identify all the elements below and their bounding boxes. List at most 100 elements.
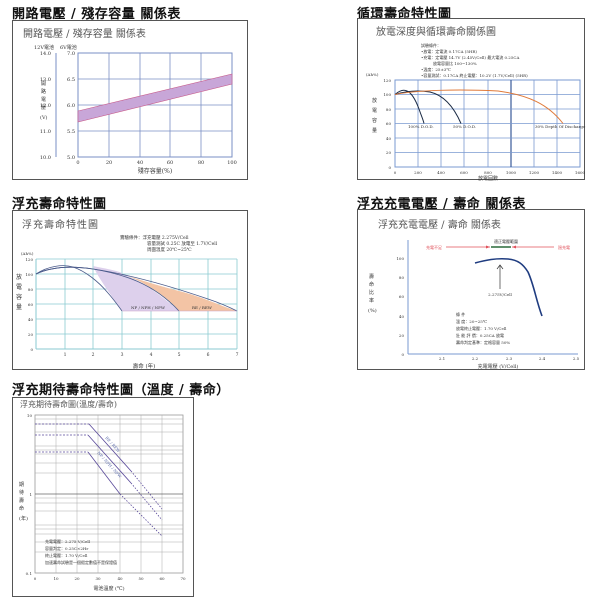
svg-text:50: 50 xyxy=(138,576,144,581)
svg-text:0: 0 xyxy=(394,170,397,175)
svg-text:10.0: 10.0 xyxy=(40,155,51,161)
svg-text:0: 0 xyxy=(34,576,37,581)
svg-text:2.2: 2.2 xyxy=(472,356,479,361)
svg-text:壓: 壓 xyxy=(41,105,46,111)
svg-text:開: 開 xyxy=(41,81,46,87)
svg-text:1400: 1400 xyxy=(552,170,563,175)
svg-text:電池溫度 (℃): 電池溫度 (℃) xyxy=(93,585,124,592)
svg-text:命: 命 xyxy=(369,281,374,288)
svg-text:放電終止電壓：1.70 V/Cell: 放電終止電壓：1.70 V/Cell xyxy=(456,325,507,331)
voltage-section-heading: 浮充充電電壓 / 壽命 關係表 xyxy=(357,197,526,212)
cycle-conditions: 試驗條件： •放電：定電流 0.17CA (5HR) •充電：定電壓 14.7V… xyxy=(421,42,528,78)
svg-text:70: 70 xyxy=(180,576,186,581)
voltage-conditions: 條 件 溫 度：20~25℃ 放電終止電壓：1.70 V/Cell 壯 能 評 … xyxy=(456,311,510,345)
svg-text:(Ah%): (Ah%) xyxy=(21,251,34,256)
svg-text:2.275V/Cell: 2.275V/Cell xyxy=(488,292,512,297)
svg-text:6.0: 6.0 xyxy=(67,103,75,109)
svg-text:40: 40 xyxy=(137,160,143,166)
temp-panel-title: 浮充期待壽命圖(溫度/壽命) xyxy=(20,400,117,409)
svg-text:50% D.O.D.: 50% D.O.D. xyxy=(453,124,476,129)
svg-text:1: 1 xyxy=(29,492,32,497)
svg-text:40: 40 xyxy=(386,136,392,141)
svg-text:80: 80 xyxy=(399,275,405,280)
svg-text:60: 60 xyxy=(386,121,392,126)
svg-text:100: 100 xyxy=(396,256,404,261)
svg-text:•溫度：25±3℃: •溫度：25±3℃ xyxy=(421,66,451,72)
svg-text:800: 800 xyxy=(484,170,492,175)
svg-text:7.0: 7.0 xyxy=(67,51,75,57)
svg-text:電: 電 xyxy=(372,108,377,114)
svg-text:3: 3 xyxy=(121,352,124,358)
svg-text:壽命 (年): 壽命 (年) xyxy=(133,362,156,370)
svg-text:放: 放 xyxy=(372,97,377,104)
svg-text:60: 60 xyxy=(159,576,165,581)
svg-text:2.4: 2.4 xyxy=(539,356,546,361)
svg-text:1600: 1600 xyxy=(575,170,586,175)
svg-text:4: 4 xyxy=(150,352,153,358)
ocv-y6-label: 6V電池 xyxy=(60,44,77,51)
float-chart-panel: 浮充壽命特性圖 實驗條件：浮充電壓 2.275V/Cell 容量測試 0.25C… xyxy=(12,210,248,370)
svg-text:13.0: 13.0 xyxy=(40,77,51,83)
svg-text:壽: 壽 xyxy=(369,273,374,280)
svg-text:充電電壓 (V/Cell): 充電電壓 (V/Cell) xyxy=(478,363,519,370)
svg-text:100% D.O.D.: 100% D.O.D. xyxy=(408,124,434,129)
svg-text:6.5: 6.5 xyxy=(67,77,75,83)
float-panel-title: 浮充壽命特性圖 xyxy=(22,220,99,231)
svg-text:20: 20 xyxy=(399,333,405,338)
svg-text:11.0: 11.0 xyxy=(40,129,51,135)
svg-text:0: 0 xyxy=(388,165,391,170)
svg-text:(%): (%) xyxy=(368,307,377,314)
svg-text:比: 比 xyxy=(369,289,374,296)
temp-section-heading: 浮充期待壽命特性圖（溫度 / 壽命） xyxy=(12,383,230,398)
svg-text:周圍溫度 20℃~25℃: 周圍溫度 20℃~25℃ xyxy=(147,246,192,253)
cycle-chart-panel: 放電深度與循環壽命關係圖 試驗條件： •放電：定電流 0.17CA (5HR) … xyxy=(357,18,586,181)
cycle-panel-title: 放電深度與循環壽命關係圖 xyxy=(376,27,496,38)
svg-text:終止電壓：1.70 V/Cell: 終止電壓：1.70 V/Cell xyxy=(45,552,88,558)
ocv-y12-label: 12V電池 xyxy=(34,44,54,51)
svg-text:20: 20 xyxy=(106,160,112,166)
svg-text:•容量測試：0.17CA 終止電壓：10.2V (1.7: •容量測試：0.17CA 終止電壓：10.2V (1.7V/Cell) (5HR… xyxy=(421,72,528,78)
svg-text:加速壽命試驗是一個假定數值不是保證值: 加速壽命試驗是一個假定數值不是保證值 xyxy=(45,559,117,565)
ocv-chart-panel: 開路電壓 / 殘存容量 關係表 12V電池 6V電池 14.0 13.0 12.0 1… xyxy=(12,20,248,180)
svg-text:100: 100 xyxy=(25,272,33,277)
svg-text:7: 7 xyxy=(236,352,239,358)
svg-text:待: 待 xyxy=(19,489,24,496)
svg-text:2.5: 2.5 xyxy=(573,356,580,361)
svg-text:容量判定：0.25C×2Hr: 容量判定：0.25C×2Hr xyxy=(45,545,88,551)
svg-text:30% Depth Of Discharge: 30% Depth Of Discharge xyxy=(535,124,586,129)
svg-text:2.1: 2.1 xyxy=(439,356,445,361)
svg-text:0: 0 xyxy=(401,352,404,357)
svg-text:80: 80 xyxy=(386,107,392,112)
svg-text:80: 80 xyxy=(28,287,34,292)
svg-text:5: 5 xyxy=(178,352,181,358)
ocv-section-heading: 開路電壓 / 殘存容量 關係表 xyxy=(12,7,181,22)
svg-text:0: 0 xyxy=(30,347,33,352)
svg-text:10: 10 xyxy=(53,576,59,581)
svg-text:600: 600 xyxy=(460,170,468,175)
svg-text:量: 量 xyxy=(16,304,22,311)
svg-text:•充電：定電壓 14.7V (2.45V/Cell) 最大: •充電：定電壓 14.7V (2.45V/Cell) 最大電流 0.25CA xyxy=(421,54,519,60)
svg-text:命: 命 xyxy=(19,505,24,512)
svg-text:(Ah%): (Ah%) xyxy=(366,72,379,77)
svg-text:40: 40 xyxy=(399,314,405,319)
svg-text:放: 放 xyxy=(16,273,22,281)
svg-text:率: 率 xyxy=(369,297,374,304)
svg-text:電: 電 xyxy=(16,284,22,291)
svg-text:12.0: 12.0 xyxy=(40,103,51,109)
cycle-chart: 試驗條件： •放電：定電流 0.17CA (5HR) •充電：定電壓 14.7V… xyxy=(366,42,586,181)
svg-text:60: 60 xyxy=(28,302,34,307)
svg-text:20: 20 xyxy=(386,150,392,155)
svg-text:NP / NPH / NPW: NP / NPH / NPW xyxy=(96,450,123,479)
svg-text:80: 80 xyxy=(198,160,204,166)
voltage-panel-title: 浮充充電電壓 / 壽命 關係表 xyxy=(378,220,501,231)
svg-text:期: 期 xyxy=(19,482,24,488)
svg-text:容: 容 xyxy=(372,117,377,124)
svg-text:120: 120 xyxy=(25,257,33,262)
svg-text:實驗條件：浮充電壓 2.275V/Cell: 實驗條件：浮充電壓 2.275V/Cell xyxy=(120,234,189,241)
svg-text:•放電：定電流 0.17CA (5HR): •放電：定電流 0.17CA (5HR) xyxy=(421,48,477,54)
svg-text:量: 量 xyxy=(372,127,377,134)
svg-text:適正電壓範圍: 適正電壓範圍 xyxy=(494,238,518,244)
svg-text:100: 100 xyxy=(227,160,237,166)
svg-text:40: 40 xyxy=(117,576,123,581)
